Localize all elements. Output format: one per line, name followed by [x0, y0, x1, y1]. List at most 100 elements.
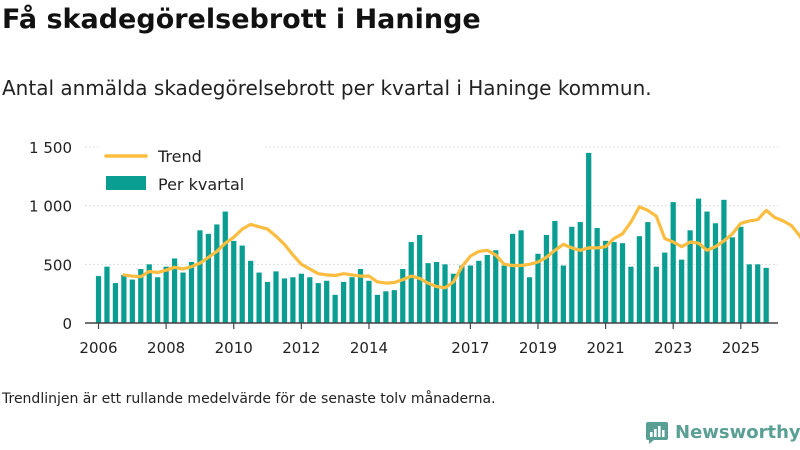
bar — [332, 294, 338, 323]
legend-trend-label: Trend — [157, 147, 202, 166]
bar — [222, 211, 228, 323]
bar — [476, 260, 482, 323]
bar — [518, 230, 524, 323]
x-tick-label: 2021 — [587, 339, 625, 357]
bar — [712, 223, 719, 323]
bar — [738, 226, 744, 323]
bar — [239, 245, 245, 323]
bar — [763, 267, 769, 323]
bar — [577, 222, 583, 323]
bar — [662, 252, 668, 323]
bar — [628, 266, 634, 323]
bar — [670, 202, 676, 323]
bar — [273, 271, 279, 323]
bar — [138, 269, 144, 323]
bar — [484, 254, 490, 323]
bar — [602, 240, 609, 323]
bar — [442, 264, 448, 323]
bar — [366, 280, 372, 323]
bar — [171, 258, 178, 323]
bar — [746, 264, 752, 323]
bar — [679, 259, 685, 323]
bar — [704, 211, 710, 323]
bar — [552, 220, 558, 323]
bar — [501, 265, 507, 323]
y-tick-label: 0 — [62, 315, 72, 333]
bar — [611, 242, 617, 323]
x-tick-label: 2006 — [79, 339, 117, 357]
bar — [695, 198, 702, 323]
bar — [281, 278, 288, 323]
bar — [231, 240, 237, 323]
bar — [104, 266, 110, 323]
brand-logo: Newsworthy — [645, 420, 800, 444]
x-tick-label: 2014 — [350, 339, 388, 357]
bar — [586, 152, 592, 323]
newsworthy-logo-icon — [646, 422, 668, 444]
chart-title: Få skadegörelsebrott i Haninge — [2, 4, 481, 35]
y-tick-label: 500 — [43, 256, 72, 274]
bar — [408, 242, 414, 323]
bar — [129, 279, 135, 323]
bar — [155, 277, 161, 323]
bar — [636, 236, 643, 323]
bar — [112, 283, 119, 323]
bar — [307, 277, 313, 323]
x-tick-label: 2010 — [215, 339, 253, 357]
bar — [400, 269, 406, 323]
bar — [298, 273, 304, 323]
x-tick-label: 2008 — [147, 339, 185, 357]
bar — [687, 230, 693, 323]
bar — [425, 263, 431, 323]
trend-line — [122, 205, 800, 290]
y-tick-label: 1 000 — [29, 198, 72, 216]
bar — [197, 230, 203, 323]
bar — [729, 237, 735, 323]
bar — [450, 273, 457, 323]
chart-footnote: Trendlinjen är ett rullande medelvärde f… — [2, 391, 496, 407]
y-tick-label: 1 500 — [29, 139, 72, 157]
brand-name: Newsworthy — [675, 421, 800, 443]
bar — [315, 283, 321, 323]
bar — [493, 250, 499, 323]
bar — [374, 294, 381, 323]
bar — [510, 233, 516, 323]
bar — [569, 226, 575, 323]
bar — [163, 266, 169, 323]
bar — [324, 280, 330, 323]
bar — [95, 276, 102, 323]
bar — [349, 277, 355, 323]
bar — [721, 199, 727, 323]
x-tick-label: 2012 — [282, 339, 320, 357]
bar — [467, 265, 473, 323]
x-tick-label: 2023 — [654, 339, 692, 357]
bar — [535, 253, 541, 323]
bar — [619, 243, 626, 323]
bar — [188, 261, 195, 323]
bar — [433, 261, 440, 323]
legend-bar-label: Per kvartal — [158, 175, 244, 194]
bar — [264, 281, 271, 323]
bar — [357, 269, 364, 323]
bar — [594, 227, 600, 323]
x-tick-label: 2025 — [722, 339, 760, 357]
bar — [180, 272, 186, 323]
bar — [526, 277, 533, 323]
bar — [755, 264, 761, 323]
bar — [146, 264, 152, 323]
bar — [205, 233, 212, 323]
bar — [645, 222, 651, 323]
bar — [340, 281, 347, 323]
bar — [214, 224, 220, 323]
x-tick-label: 2017 — [451, 339, 489, 357]
bar — [543, 235, 550, 323]
x-tick-label: 2019 — [519, 339, 557, 357]
bar — [290, 277, 296, 323]
bar — [256, 272, 262, 323]
bar — [391, 290, 397, 323]
bar — [459, 265, 465, 323]
bar — [248, 260, 254, 323]
bar — [121, 274, 127, 323]
chart-subtitle: Antal anmälda skadegörelsebrott per kvar… — [2, 76, 652, 100]
legend-bar-swatch — [106, 176, 146, 190]
